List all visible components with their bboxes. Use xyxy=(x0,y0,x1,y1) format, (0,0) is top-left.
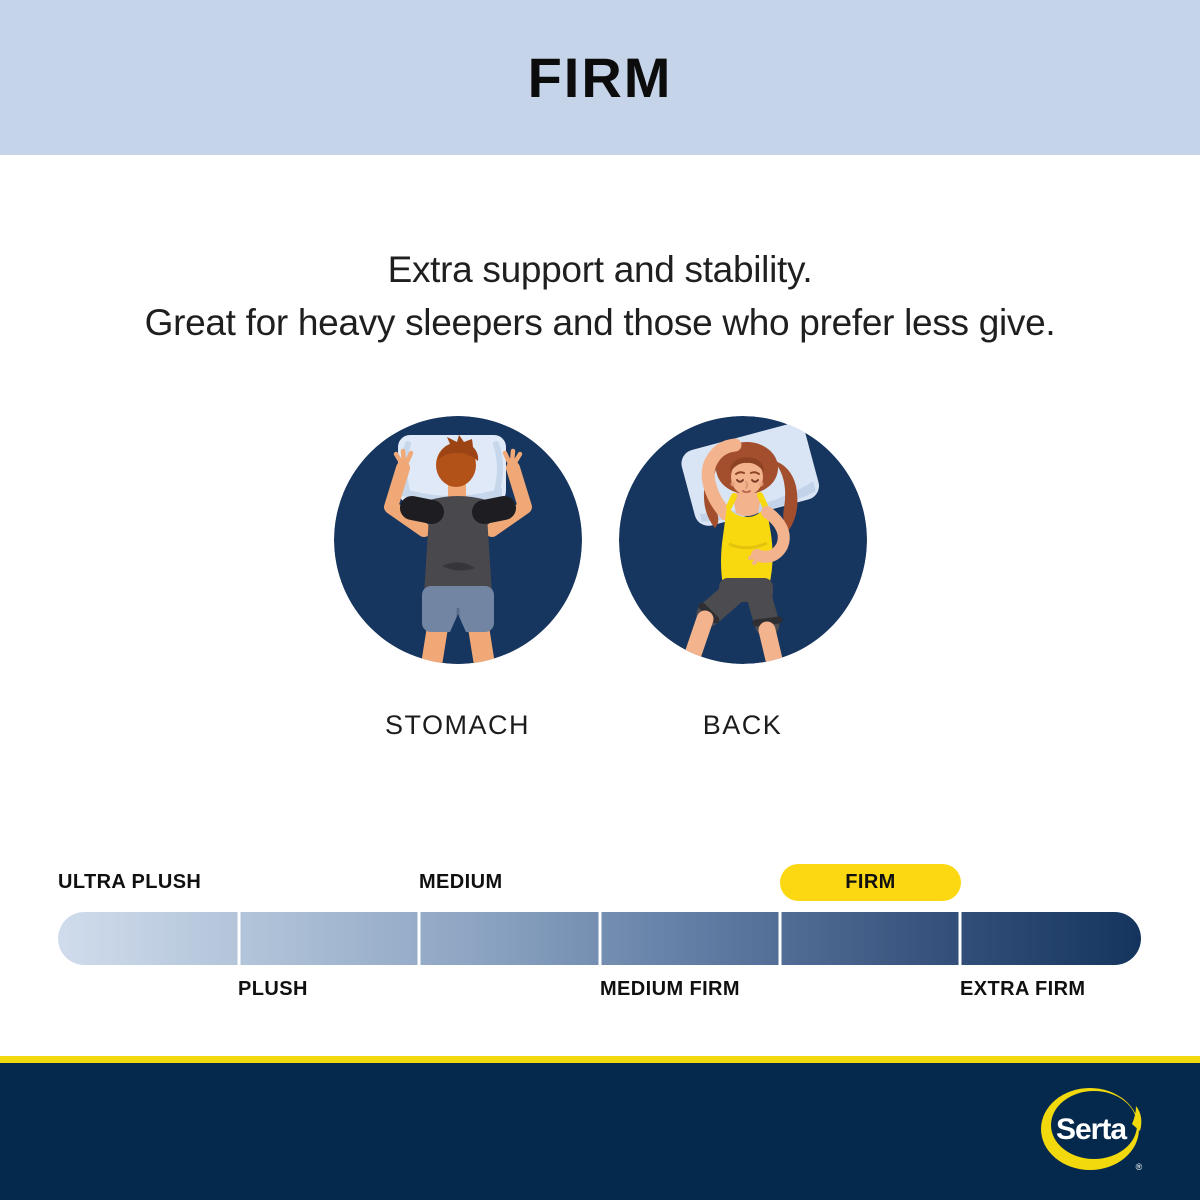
person-sleeping-on-stomach-illustration xyxy=(333,416,582,664)
scale-top-labels: ULTRA PLUSH MEDIUM FIRM xyxy=(58,864,1141,901)
description-line-2: Great for heavy sleepers and those who p… xyxy=(144,302,1056,343)
stomach-position-figure: STOMACH xyxy=(333,416,582,741)
person-sleeping-on-back-illustration xyxy=(618,416,867,664)
registered-trademark-symbol: ® xyxy=(1136,1162,1143,1172)
scale-label-ultra-plush: ULTRA PLUSH xyxy=(58,871,202,893)
header-banner: FIRM xyxy=(0,0,1200,155)
footer-yellow-stripe xyxy=(0,1056,1200,1063)
scale-label-firm: FIRM xyxy=(845,871,896,893)
back-label: BACK xyxy=(702,710,783,740)
description-text: Extra support and stability. Great for h… xyxy=(0,243,1200,349)
segment-divider xyxy=(417,912,421,965)
serta-logo: Serta ® xyxy=(1041,1086,1144,1172)
scale-bottom-labels: PLUSH MEDIUM FIRM EXTRA FIRM xyxy=(58,974,1141,1004)
back-position-figure: BACK xyxy=(618,416,867,741)
firmness-gradient-bar xyxy=(58,912,1141,965)
scale-label-medium: MEDIUM xyxy=(419,871,503,893)
segment-divider xyxy=(598,912,601,965)
sleeping-positions: STOMACH xyxy=(0,416,1200,741)
scale-label-extra-firm: EXTRA FIRM xyxy=(960,978,1086,1000)
stomach-label: STOMACH xyxy=(384,710,530,740)
firmness-scale: ULTRA PLUSH MEDIUM FIRM PLUSH MEDIUM FIR… xyxy=(58,864,1141,1004)
footer-bar: Serta ® xyxy=(0,1063,1200,1200)
serta-wordmark: Serta xyxy=(1056,1113,1127,1146)
description-line-1: Extra support and stability. xyxy=(387,249,813,290)
scale-label-plush: PLUSH xyxy=(238,978,308,1000)
segment-divider xyxy=(958,912,962,965)
selected-firmness-pill: FIRM xyxy=(780,864,961,901)
segment-divider xyxy=(778,912,782,965)
scale-label-medium-firm: MEDIUM FIRM xyxy=(600,978,740,1000)
page-title: FIRM xyxy=(527,46,673,109)
segment-divider xyxy=(237,912,240,965)
